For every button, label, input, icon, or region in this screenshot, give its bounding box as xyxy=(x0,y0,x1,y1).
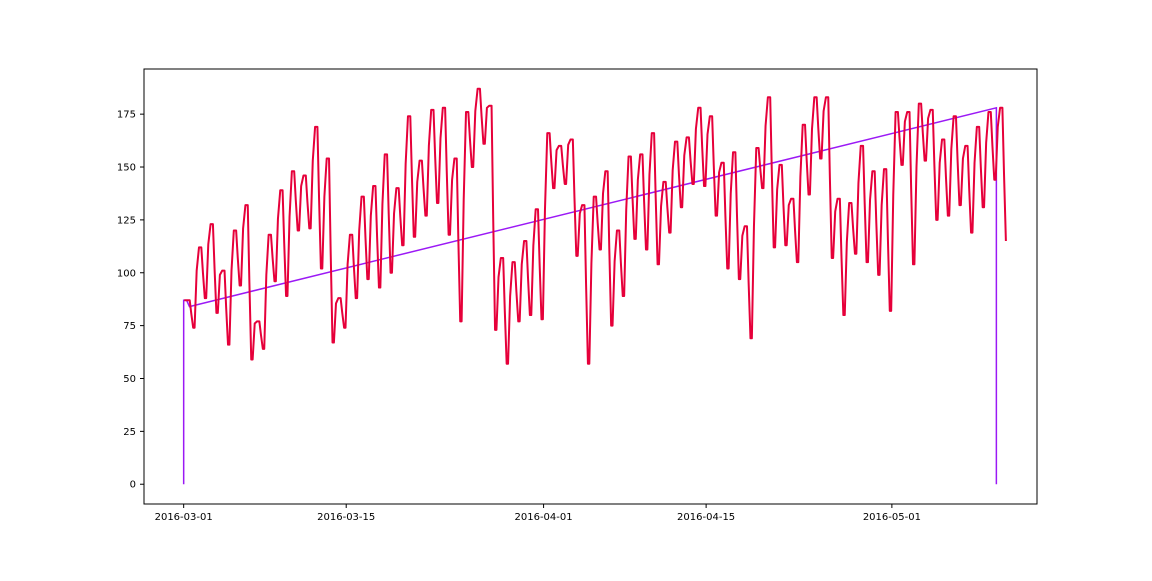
x-tick-label: 2016-03-01 xyxy=(155,512,213,523)
y-tick-label: 150 xyxy=(117,163,136,174)
axes-layer: 2016-03-01 2016-03-15 2016-04-01 2016-04-15… xyxy=(117,68,1038,523)
series-layer xyxy=(182,87,1007,485)
x-tick-label: 2016-05-01 xyxy=(863,512,921,523)
plot-frame xyxy=(143,68,1038,505)
x-tick-label: 2016-04-01 xyxy=(515,512,573,523)
x-tick-label: 2016-04-15 xyxy=(677,512,735,523)
y-tick-label: 175 xyxy=(117,110,136,121)
y-tick-label: 25 xyxy=(123,427,136,438)
y-tick-label: 125 xyxy=(117,215,136,226)
y-tick-label: 50 xyxy=(123,374,136,385)
y-tick-label: 75 xyxy=(123,321,136,332)
x-tick-label: 2016-03-15 xyxy=(317,512,375,523)
y-tick-label: 0 xyxy=(130,480,136,491)
series-line-red xyxy=(184,87,1007,365)
y-tick-label: 100 xyxy=(117,268,136,279)
